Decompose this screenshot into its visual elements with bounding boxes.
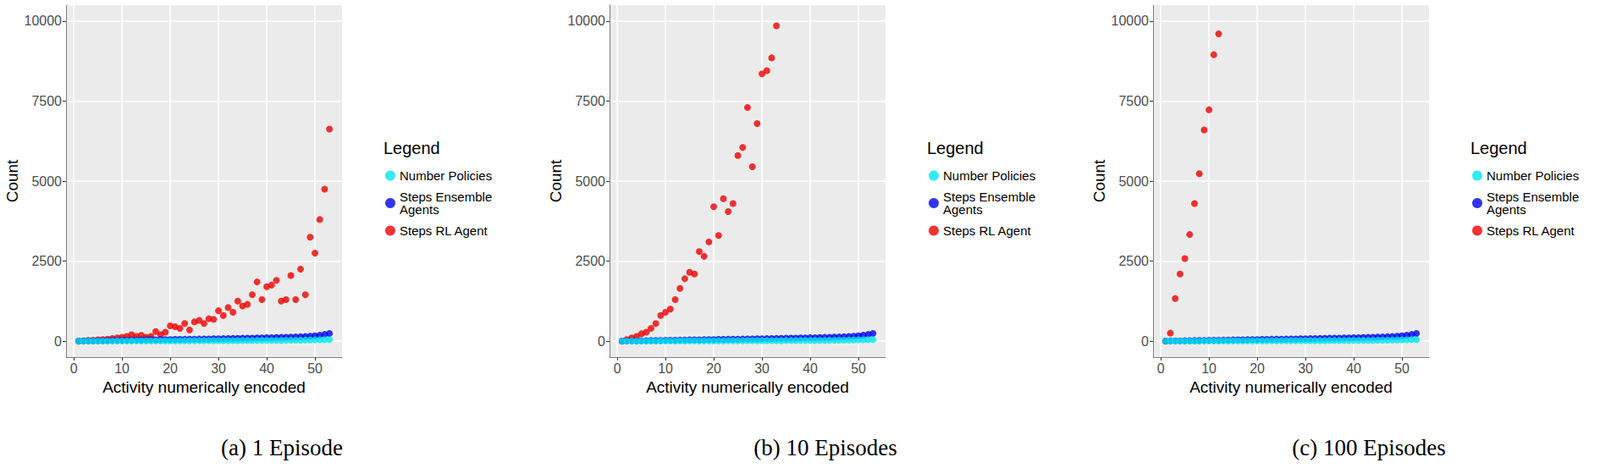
svg-text:Agents: Agents xyxy=(1486,202,1527,217)
svg-text:30: 30 xyxy=(1297,361,1314,376)
svg-text:(c) 100 Episodes: (c) 100 Episodes xyxy=(1291,435,1446,461)
svg-text:30: 30 xyxy=(754,361,770,376)
svg-text:Number Policies: Number Policies xyxy=(943,168,1036,183)
svg-text:20: 20 xyxy=(706,361,722,376)
svg-text:Activity numerically encoded: Activity numerically encoded xyxy=(102,378,306,397)
svg-text:0: 0 xyxy=(1141,334,1149,349)
svg-text:30: 30 xyxy=(210,361,227,376)
svg-text:5000: 5000 xyxy=(1118,174,1149,189)
svg-text:0: 0 xyxy=(70,361,78,376)
svg-text:10: 10 xyxy=(1201,361,1217,376)
svg-text:50: 50 xyxy=(850,361,867,376)
svg-text:7500: 7500 xyxy=(1118,93,1149,109)
svg-text:Steps RL Agent: Steps RL Agent xyxy=(399,223,489,238)
svg-text:7500: 7500 xyxy=(574,93,606,109)
svg-text:0: 0 xyxy=(54,334,62,349)
svg-text:0: 0 xyxy=(1157,361,1165,376)
svg-text:10: 10 xyxy=(657,361,674,376)
svg-text:Activity numerically encoded: Activity numerically encoded xyxy=(1189,378,1393,397)
svg-text:Legend: Legend xyxy=(1470,138,1528,158)
svg-text:Number Policies: Number Policies xyxy=(399,168,492,183)
svg-text:Activity numerically encoded: Activity numerically encoded xyxy=(645,378,850,397)
svg-text:Legend: Legend xyxy=(383,138,441,158)
svg-text:0: 0 xyxy=(613,361,622,376)
svg-text:Count: Count xyxy=(3,159,22,203)
svg-text:Steps RL Agent: Steps RL Agent xyxy=(943,223,1032,238)
svg-text:Agents: Agents xyxy=(943,202,983,217)
svg-text:40: 40 xyxy=(802,361,818,376)
svg-text:50: 50 xyxy=(307,361,323,376)
svg-text:2500: 2500 xyxy=(31,253,62,269)
svg-text:Legend: Legend xyxy=(926,138,984,158)
svg-text:0: 0 xyxy=(597,334,606,349)
svg-text:Steps Ensemble: Steps Ensemble xyxy=(399,189,496,205)
svg-text:40: 40 xyxy=(1346,361,1362,376)
svg-text:7500: 7500 xyxy=(31,93,62,109)
svg-text:2500: 2500 xyxy=(1118,253,1149,269)
svg-text:50: 50 xyxy=(1394,361,1410,376)
svg-text:(a) 1 Episode: (a) 1 Episode xyxy=(220,435,343,461)
svg-text:2500: 2500 xyxy=(574,253,606,269)
svg-text:20: 20 xyxy=(162,361,178,376)
svg-text:Agents: Agents xyxy=(399,202,440,217)
svg-text:10000: 10000 xyxy=(24,13,63,28)
svg-text:20: 20 xyxy=(1249,361,1265,376)
svg-text:Steps Ensemble: Steps Ensemble xyxy=(943,189,1040,205)
svg-text:5000: 5000 xyxy=(31,174,62,189)
svg-text:10: 10 xyxy=(114,361,130,376)
svg-text:Steps Ensemble: Steps Ensemble xyxy=(1486,189,1583,205)
svg-text:(b) 10 Episodes: (b) 10 Episodes xyxy=(753,435,897,461)
svg-text:10000: 10000 xyxy=(1111,13,1150,28)
svg-text:Count: Count xyxy=(1090,159,1109,203)
svg-text:Number Policies: Number Policies xyxy=(1486,168,1579,183)
svg-text:10000: 10000 xyxy=(568,13,607,28)
svg-text:5000: 5000 xyxy=(574,174,606,189)
svg-text:Count: Count xyxy=(546,159,565,203)
svg-text:40: 40 xyxy=(259,361,275,376)
svg-text:Steps RL Agent: Steps RL Agent xyxy=(1486,223,1576,238)
